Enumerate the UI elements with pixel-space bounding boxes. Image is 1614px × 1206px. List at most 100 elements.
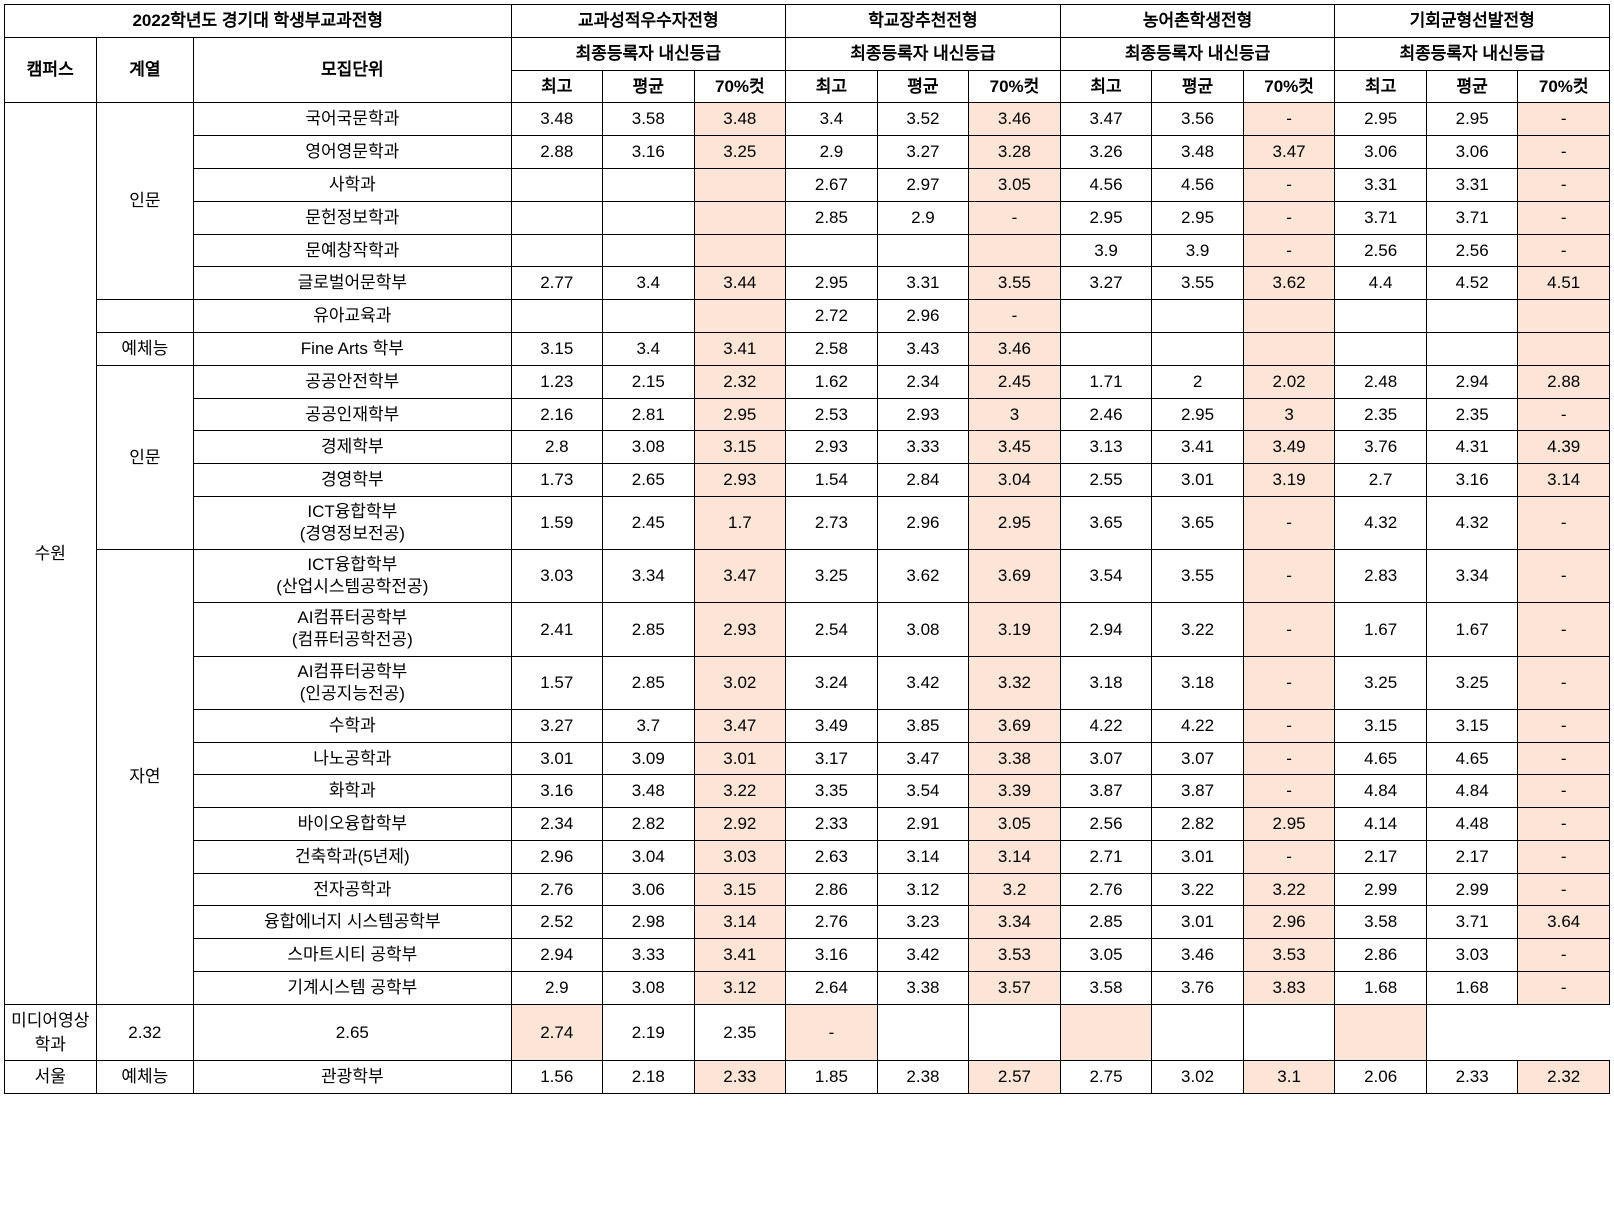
value-cell: 3.41 [694, 939, 786, 972]
value-cell: 1.68 [1426, 972, 1518, 1005]
value-cell: 3.62 [877, 550, 969, 603]
value-cell: 3.47 [1060, 103, 1152, 136]
value-cell: 3.08 [603, 431, 695, 464]
value-cell: 3.02 [1152, 1061, 1244, 1094]
value-cell [603, 300, 695, 333]
value-cell: 3.34 [969, 906, 1061, 939]
value-cell: 2.88 [1518, 365, 1610, 398]
value-cell: 3.07 [1060, 742, 1152, 775]
value-cell: 2.34 [511, 808, 603, 841]
value-cell: 2.56 [1060, 808, 1152, 841]
value-cell: 3.46 [1152, 939, 1244, 972]
value-cell: 4.56 [1152, 168, 1244, 201]
value-cell: 3.12 [694, 972, 786, 1005]
table-row: 수원인문국어국문학과3.483.583.483.43.523.463.473.5… [5, 103, 1610, 136]
campus-cell: 수원 [5, 103, 97, 1004]
col-sub: 최고 [1060, 70, 1152, 103]
value-cell: 3.16 [511, 775, 603, 808]
value-cell: 4.22 [1152, 709, 1244, 742]
value-cell: - [1243, 550, 1335, 603]
value-cell: 2.76 [511, 873, 603, 906]
table-row: 문예창작학과3.93.9-2.562.56- [5, 234, 1610, 267]
value-cell: 3.25 [1335, 656, 1427, 709]
col-department: 모집단위 [194, 37, 511, 103]
table-row: 자연ICT융합학부(산업시스템공학전공)3.033.343.473.253.62… [5, 550, 1610, 603]
value-cell: 3.15 [1426, 709, 1518, 742]
value-cell: 1.57 [511, 656, 603, 709]
value-cell: - [1518, 972, 1610, 1005]
department-cell: 융합에너지 시스템공학부 [194, 906, 511, 939]
value-cell: 2.65 [194, 1004, 511, 1061]
value-cell: 3.71 [1426, 201, 1518, 234]
value-cell: 2.41 [511, 603, 603, 656]
value-cell: - [1518, 603, 1610, 656]
col-sub: 최고 [786, 70, 878, 103]
value-cell: 1.59 [511, 496, 603, 549]
value-cell: 2.73 [786, 496, 878, 549]
department-cell: 글로벌어문학부 [194, 267, 511, 300]
value-cell: - [1518, 550, 1610, 603]
value-cell: 2.48 [1335, 365, 1427, 398]
value-cell [511, 201, 603, 234]
department-cell: 문예창작학과 [194, 234, 511, 267]
value-cell: 4.4 [1335, 267, 1427, 300]
value-cell: 2.32 [694, 365, 786, 398]
value-cell: 2.94 [1060, 603, 1152, 656]
value-cell: 3.85 [877, 709, 969, 742]
group-sub: 최종등록자 내신등급 [511, 37, 786, 70]
value-cell: - [1518, 103, 1610, 136]
value-cell: - [1518, 136, 1610, 169]
value-cell: 3.23 [877, 906, 969, 939]
value-cell: 3.9 [1060, 234, 1152, 267]
value-cell: 3.65 [1060, 496, 1152, 549]
department-cell: 나노공학과 [194, 742, 511, 775]
value-cell [1060, 300, 1152, 333]
value-cell: 2.83 [1335, 550, 1427, 603]
value-cell: - [1518, 939, 1610, 972]
value-cell: 3.38 [877, 972, 969, 1005]
group-sub: 최종등록자 내신등급 [1060, 37, 1335, 70]
value-cell: 2.95 [1060, 201, 1152, 234]
table-row: 기계시스템 공학부2.93.083.122.643.383.573.583.76… [5, 972, 1610, 1005]
value-cell: 3.15 [511, 332, 603, 365]
value-cell: 3.08 [603, 972, 695, 1005]
value-cell: 2.33 [786, 808, 878, 841]
table-row: 공공인재학부2.162.812.952.532.9332.462.9532.35… [5, 398, 1610, 431]
value-cell [1243, 332, 1335, 365]
value-cell: 1.73 [511, 464, 603, 497]
value-cell [1335, 332, 1427, 365]
value-cell: 2.06 [1335, 1061, 1427, 1094]
value-cell: 2.95 [1152, 201, 1244, 234]
value-cell: 3.09 [603, 742, 695, 775]
value-cell: - [1518, 808, 1610, 841]
table-row: 경영학부1.732.652.931.542.843.042.553.013.19… [5, 464, 1610, 497]
value-cell: 3.42 [877, 656, 969, 709]
table-row: 경제학부2.83.083.152.933.333.453.133.413.493… [5, 431, 1610, 464]
table-row: 미디어영상학과2.322.652.742.192.35- [5, 1004, 1610, 1061]
value-cell: 3.07 [1152, 742, 1244, 775]
value-cell: 3.64 [1518, 906, 1610, 939]
value-cell: 3.2 [969, 873, 1061, 906]
category-cell [96, 300, 194, 333]
value-cell: 3.41 [1152, 431, 1244, 464]
department-cell: 국어국문학과 [194, 103, 511, 136]
value-cell: 1.54 [786, 464, 878, 497]
value-cell: 2.56 [1335, 234, 1427, 267]
value-cell: 2.93 [694, 603, 786, 656]
value-cell: 2.55 [1060, 464, 1152, 497]
col-sub: 평균 [603, 70, 695, 103]
department-cell: 문헌정보학과 [194, 201, 511, 234]
value-cell: 3.33 [603, 939, 695, 972]
col-sub: 70%컷 [1243, 70, 1335, 103]
value-cell: 2.96 [877, 300, 969, 333]
value-cell: 2.92 [694, 808, 786, 841]
value-cell: 2.76 [786, 906, 878, 939]
department-cell: 사학과 [194, 168, 511, 201]
value-cell: - [1518, 496, 1610, 549]
campus-cell: 서울 [5, 1061, 97, 1094]
value-cell: - [1243, 840, 1335, 873]
value-cell: 3.47 [694, 550, 786, 603]
value-cell: 3.28 [969, 136, 1061, 169]
value-cell: 2.17 [1335, 840, 1427, 873]
value-cell: 4.32 [1426, 496, 1518, 549]
